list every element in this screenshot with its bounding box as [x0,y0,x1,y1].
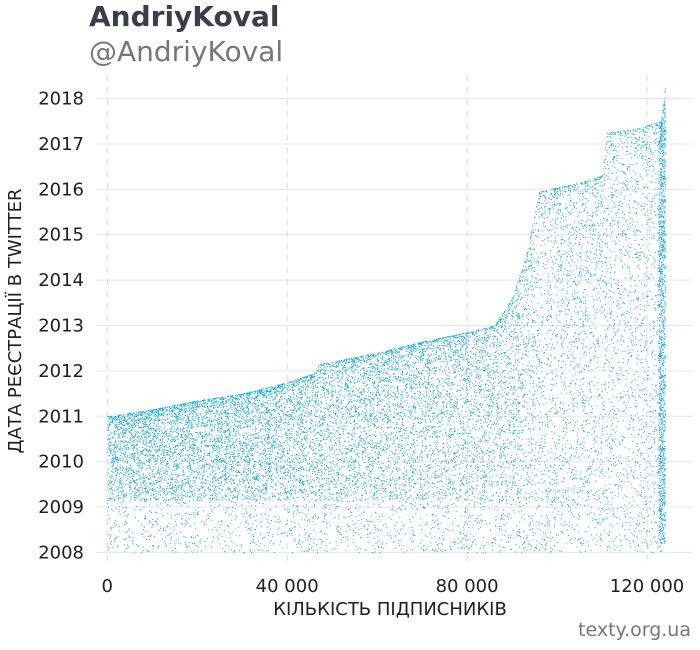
y-tick-label: 2011 [38,406,84,427]
y-tick-label: 2018 [38,89,84,110]
y-tick-label: 2012 [38,361,84,382]
y-tick-labels: 2008 2009 2010 2011 2012 2013 2014 2015 2016 2017… [38,89,84,564]
y-tick-label: 2009 [38,497,84,518]
y-axis-title: ДАТА РЕЄСТРАЦІЇ В TWITTER [5,189,26,454]
y-tick-label: 2010 [38,452,84,473]
chart-subtitle: @AndriyKoval [89,35,284,68]
x-tick-label: 80 000 [436,576,499,597]
x-gridlines [106,75,648,566]
x-tick-label: 0 [102,576,113,597]
y-tick-label: 2015 [38,225,84,246]
x-tick-label: 40 000 [256,576,319,597]
data-points [107,88,667,554]
y-tick-label: 2008 [38,542,84,563]
y-tick-label: 2017 [38,134,84,155]
y-tick-label: 2013 [38,316,84,337]
y-tick-label: 2014 [38,270,84,291]
x-tick-label: 120 000 [610,576,684,597]
source-credit: texty.org.ua [578,619,691,641]
chart-title: AndriyKoval [89,0,280,33]
scatter-points [107,88,667,554]
x-axis-title: КІЛЬКІСТЬ ПІДПИСНИКІВ [273,599,507,620]
x-tick-labels: 0 40 000 80 000 120 000 [102,576,685,597]
y-tick-label: 2016 [38,179,84,200]
